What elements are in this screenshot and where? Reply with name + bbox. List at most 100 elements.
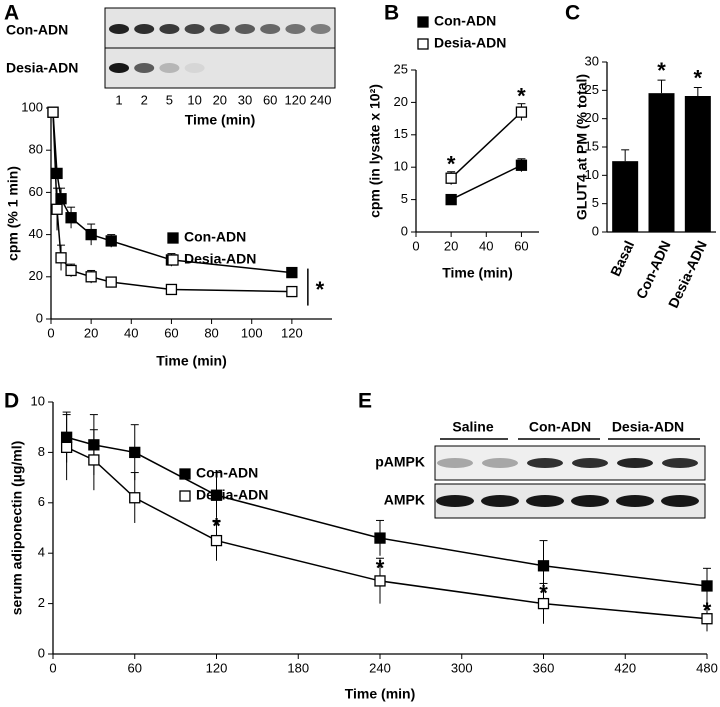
y-tick-label: 0 bbox=[592, 223, 599, 238]
y-tick-label: 5 bbox=[592, 195, 599, 210]
x-tick-label: Basal bbox=[607, 238, 637, 279]
blot-row-label: pAMPK bbox=[375, 454, 425, 470]
significance-mark: * bbox=[316, 277, 325, 302]
y-tick-label: 4 bbox=[38, 545, 45, 560]
blot-lane-label: 2 bbox=[141, 92, 148, 107]
significance-mark: * bbox=[703, 598, 712, 623]
y-axis-label: GLUT4 at PM (% total) bbox=[574, 74, 590, 220]
marker bbox=[210, 489, 223, 501]
blot-group-label: Saline bbox=[452, 419, 493, 435]
marker bbox=[210, 534, 223, 547]
blot-band bbox=[285, 24, 306, 34]
marker bbox=[55, 252, 67, 264]
marker bbox=[701, 613, 713, 625]
y-axis-label: cpm (% 1 min) bbox=[5, 166, 21, 261]
y-tick-label: 0 bbox=[36, 310, 43, 325]
marker bbox=[85, 271, 97, 283]
x-tick-label: 40 bbox=[479, 238, 493, 253]
y-tick-label: 20 bbox=[585, 110, 599, 125]
series-line bbox=[52, 112, 292, 293]
legend-marker bbox=[167, 254, 179, 266]
significance-mark: * bbox=[517, 84, 526, 109]
y-tick-label: 10 bbox=[394, 159, 408, 174]
marker bbox=[88, 454, 100, 466]
x-tick-label: Con-ADN bbox=[633, 238, 674, 301]
x-tick-label: 420 bbox=[614, 660, 636, 675]
marker bbox=[65, 264, 77, 277]
blot-axis-label: Time (min) bbox=[185, 112, 256, 128]
blot-band bbox=[134, 24, 155, 34]
blot-lane-label: 10 bbox=[187, 92, 201, 107]
blot-band bbox=[571, 495, 609, 507]
series-line bbox=[52, 112, 292, 274]
blot-band bbox=[209, 24, 230, 34]
blot-row-label: Desia-ADN bbox=[6, 60, 78, 76]
blot-band bbox=[159, 63, 180, 73]
blot-frame bbox=[434, 445, 706, 481]
y-tick-label: 10 bbox=[31, 393, 45, 408]
y-tick-label: 40 bbox=[29, 226, 43, 241]
y-tick-label: 10 bbox=[585, 167, 599, 182]
marker bbox=[60, 441, 73, 454]
blot-band bbox=[482, 458, 518, 468]
blot-row-label: AMPK bbox=[384, 492, 425, 508]
marker bbox=[51, 167, 63, 180]
y-tick-label: 8 bbox=[38, 444, 45, 459]
x-tick-label: 0 bbox=[412, 238, 419, 253]
blot-frame bbox=[434, 483, 706, 519]
x-tick-label: 0 bbox=[47, 325, 54, 340]
significance-mark: * bbox=[447, 152, 456, 177]
x-tick-label: 80 bbox=[204, 325, 218, 340]
significance-mark: * bbox=[376, 555, 385, 580]
marker bbox=[515, 159, 528, 171]
blot-band bbox=[662, 458, 698, 468]
y-tick-label: 5 bbox=[401, 191, 408, 206]
significance-mark: * bbox=[212, 514, 221, 539]
y-tick-label: 25 bbox=[585, 82, 599, 97]
significance-mark: * bbox=[657, 58, 666, 83]
marker bbox=[105, 235, 117, 247]
blot-lane-label: 240 bbox=[310, 92, 332, 107]
blot-band bbox=[310, 24, 331, 34]
marker bbox=[129, 492, 141, 504]
y-tick-label: 80 bbox=[29, 142, 43, 157]
x-tick-label: 180 bbox=[287, 660, 309, 675]
x-tick-label: 20 bbox=[444, 238, 458, 253]
marker bbox=[445, 172, 457, 184]
legend-label: Desia-ADN bbox=[196, 487, 268, 503]
marker bbox=[374, 575, 386, 587]
blot-band bbox=[661, 495, 699, 507]
x-axis-label: Time (min) bbox=[442, 265, 513, 281]
blot-band bbox=[481, 495, 519, 507]
legend-label: Con-ADN bbox=[434, 13, 496, 29]
x-tick-label: 360 bbox=[533, 660, 555, 675]
blot-band bbox=[526, 495, 564, 507]
significance-mark: * bbox=[694, 65, 703, 90]
blot-band bbox=[617, 458, 653, 468]
y-tick-label: 100 bbox=[21, 99, 43, 114]
marker bbox=[65, 212, 77, 224]
x-tick-label: 100 bbox=[241, 325, 263, 340]
legend-label: Desia-ADN bbox=[434, 35, 506, 51]
series-line bbox=[450, 111, 522, 179]
panel-letter: C bbox=[565, 2, 580, 25]
panel-letter: B bbox=[384, 2, 399, 25]
bar bbox=[648, 93, 675, 233]
panel-letter: E bbox=[358, 390, 372, 413]
x-tick-label: 240 bbox=[369, 660, 391, 675]
bar bbox=[612, 161, 639, 232]
blot-lane-label: 60 bbox=[263, 92, 277, 107]
y-tick-label: 6 bbox=[38, 494, 45, 509]
y-tick-label: 25 bbox=[394, 61, 408, 76]
blot-band bbox=[159, 24, 180, 34]
blot-band bbox=[616, 495, 654, 507]
legend-marker bbox=[179, 468, 191, 480]
y-tick-label: 15 bbox=[394, 126, 408, 141]
marker bbox=[47, 106, 59, 118]
marker bbox=[165, 283, 178, 296]
blot-band bbox=[109, 63, 129, 73]
blot-lane-label: 1 bbox=[115, 92, 122, 107]
marker bbox=[85, 228, 97, 241]
blot-band bbox=[436, 495, 474, 507]
